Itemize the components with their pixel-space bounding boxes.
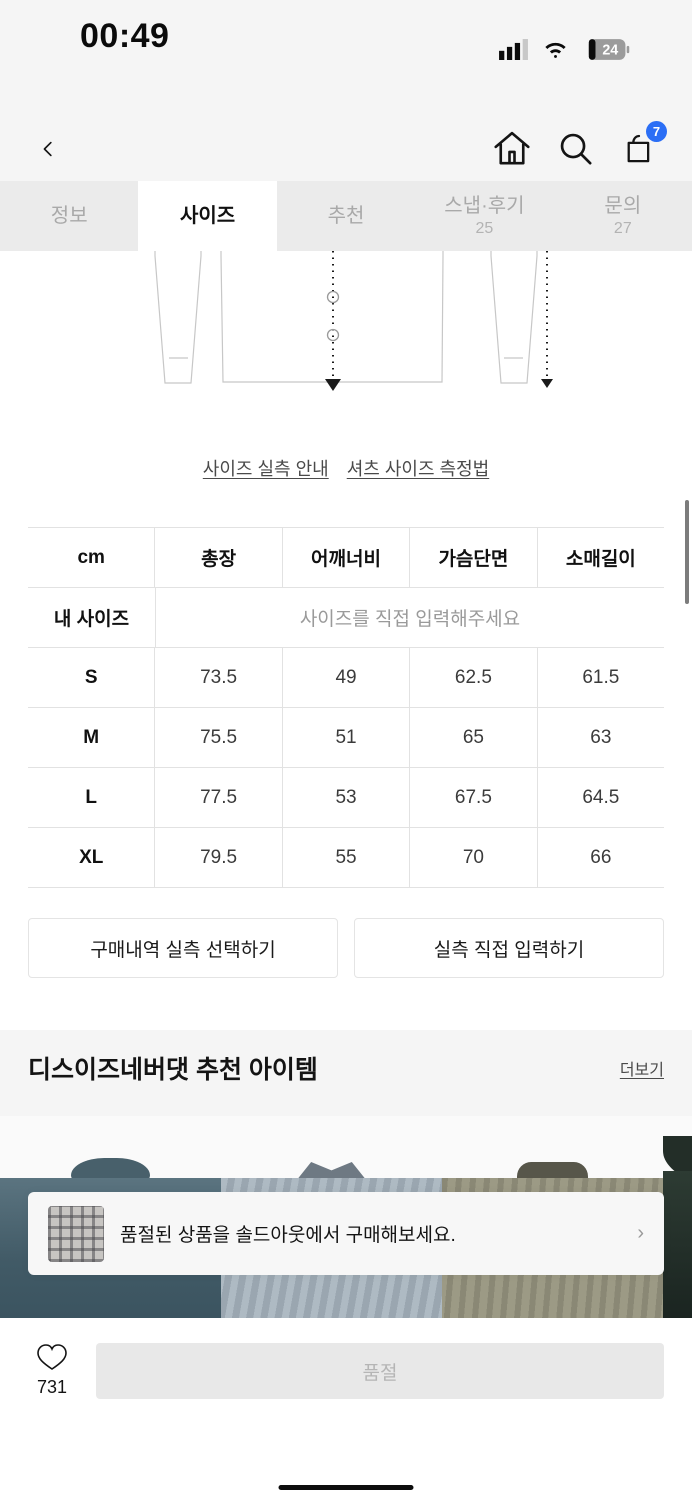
svg-text:24: 24 (602, 43, 618, 59)
